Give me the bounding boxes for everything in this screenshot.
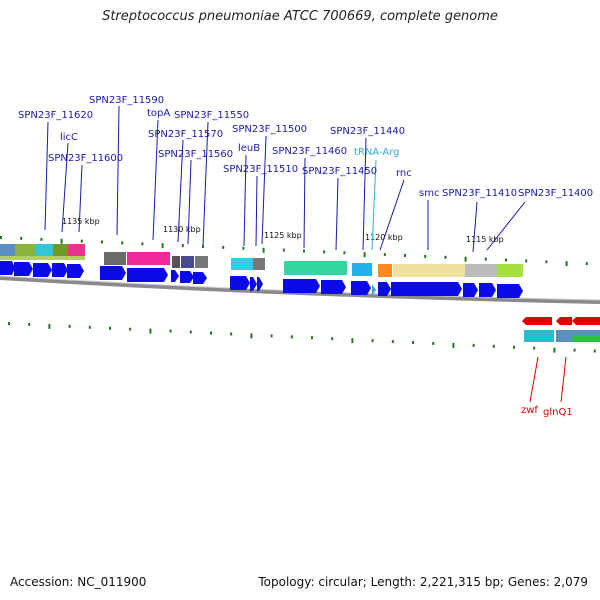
- tick-mark: [383, 253, 386, 257]
- reverse-gene-label[interactable]: zwf: [521, 405, 538, 416]
- gene-label[interactable]: licC: [60, 132, 78, 143]
- tick-mark: [189, 330, 192, 334]
- tick-mark: [282, 248, 285, 252]
- gene-label[interactable]: SPN23F_11570: [148, 129, 223, 140]
- scale-label: 1115 kbp: [466, 235, 504, 244]
- tick-mark: [472, 343, 475, 347]
- tick-mark: [573, 348, 576, 352]
- tick-mark: [351, 338, 354, 344]
- tick-mark: [525, 259, 528, 263]
- gene-label[interactable]: SPN23F_11590: [89, 95, 164, 106]
- tick-mark: [250, 333, 253, 339]
- tick-mark: [553, 347, 556, 353]
- tick-mark: [60, 238, 63, 244]
- tick-mark: [121, 241, 124, 245]
- tick-mark: [270, 334, 273, 338]
- tick-mark: [181, 244, 184, 248]
- genome-summary: Topology: circular; Length: 2,221,315 bp…: [258, 575, 588, 589]
- tick-mark: [222, 245, 225, 249]
- gene-label[interactable]: SPN23F_11460: [272, 146, 347, 157]
- gene-label[interactable]: topA: [147, 108, 170, 119]
- gene-label[interactable]: SPN23F_11620: [18, 110, 93, 121]
- tick-mark: [424, 254, 427, 258]
- tick-mark: [141, 242, 144, 246]
- tick-mark: [513, 345, 515, 349]
- scale-label: 1125 kbp: [264, 231, 302, 240]
- tick-mark: [161, 243, 164, 249]
- tick-mark: [109, 326, 111, 330]
- tick-mark: [371, 339, 374, 343]
- feature-blocks-forward: [0, 244, 523, 277]
- genome-title: Streptococcus pneumoniae ATCC 700669, co…: [102, 9, 498, 24]
- tick-mark: [311, 336, 313, 340]
- tick-mark: [444, 255, 447, 259]
- trna-leader-line: [371, 159, 377, 251]
- scale-label: 1135 kbp: [62, 217, 100, 226]
- scale-label: 1130 kbp: [163, 225, 201, 234]
- reverse-gene-label[interactable]: glnQ1: [543, 407, 573, 418]
- tick-marks: [0, 236, 596, 353]
- tick-mark: [20, 236, 23, 240]
- gene-label[interactable]: SPN23F_11510: [223, 164, 298, 175]
- tick-mark: [593, 349, 596, 353]
- gene-label[interactable]: SPN23F_11410: [442, 188, 517, 199]
- tick-mark: [80, 239, 83, 243]
- tick-mark: [8, 322, 10, 325]
- tick-mark: [0, 236, 2, 239]
- tick-mark: [88, 325, 91, 329]
- scale-labels: 1135 kbp 1130 kbp 1125 kbp 1120 kbp 1115…: [62, 217, 504, 244]
- gene-label[interactable]: SPN23F_11500: [232, 124, 307, 135]
- tick-mark: [484, 257, 487, 261]
- accession-label: Accession: NC_011900: [10, 575, 147, 589]
- tick-mark: [391, 340, 394, 344]
- tick-mark: [404, 254, 406, 257]
- tick-mark: [303, 249, 305, 253]
- label-leader-lines: [44, 105, 526, 253]
- tick-mark: [149, 328, 152, 334]
- tick-mark: [343, 251, 346, 255]
- tick-mark: [412, 341, 414, 344]
- tick-mark: [565, 261, 568, 267]
- tick-mark: [545, 260, 548, 264]
- tick-mark: [452, 342, 455, 348]
- tick-mark: [585, 262, 588, 266]
- tick-mark: [68, 324, 71, 328]
- tick-mark: [129, 327, 132, 331]
- reverse-leader-lines: [529, 356, 567, 403]
- tick-mark: [363, 252, 366, 258]
- gene-label[interactable]: SPN23F_11600: [48, 153, 123, 164]
- gene-label[interactable]: SPN23F_11550: [174, 110, 249, 121]
- tick-mark: [169, 329, 172, 333]
- tick-mark: [262, 247, 265, 253]
- gene-labels: SPN23F_11620 SPN23F_11590 topA SPN23F_11…: [18, 95, 593, 418]
- tick-mark: [505, 258, 507, 262]
- tick-mark: [331, 337, 334, 341]
- gene-label[interactable]: SPN23F_11400: [518, 188, 593, 199]
- gene-label[interactable]: rnc: [396, 168, 412, 179]
- tick-mark: [464, 256, 467, 262]
- forward-gene-arrows: [0, 261, 523, 298]
- gene-label[interactable]: SPN23F_11440: [330, 126, 405, 137]
- reverse-features: [522, 317, 600, 342]
- trna-label[interactable]: tRNA-Arg: [354, 147, 399, 158]
- tick-mark: [210, 331, 212, 335]
- tick-mark: [101, 240, 103, 244]
- tick-mark: [230, 332, 233, 336]
- tick-mark: [28, 322, 31, 326]
- tick-mark: [323, 250, 326, 254]
- tick-mark: [242, 246, 245, 250]
- tick-mark: [48, 323, 51, 329]
- gene-label[interactable]: leuB: [238, 143, 260, 154]
- tick-mark: [290, 335, 293, 339]
- gene-label[interactable]: SPN23F_11560: [158, 149, 233, 160]
- gene-label[interactable]: smc: [419, 188, 439, 199]
- gene-label[interactable]: SPN23F_11450: [302, 166, 377, 177]
- tick-mark: [202, 245, 204, 248]
- tick-mark: [492, 344, 495, 348]
- tick-mark: [533, 346, 536, 350]
- tick-mark: [40, 237, 43, 241]
- tick-mark: [432, 341, 435, 345]
